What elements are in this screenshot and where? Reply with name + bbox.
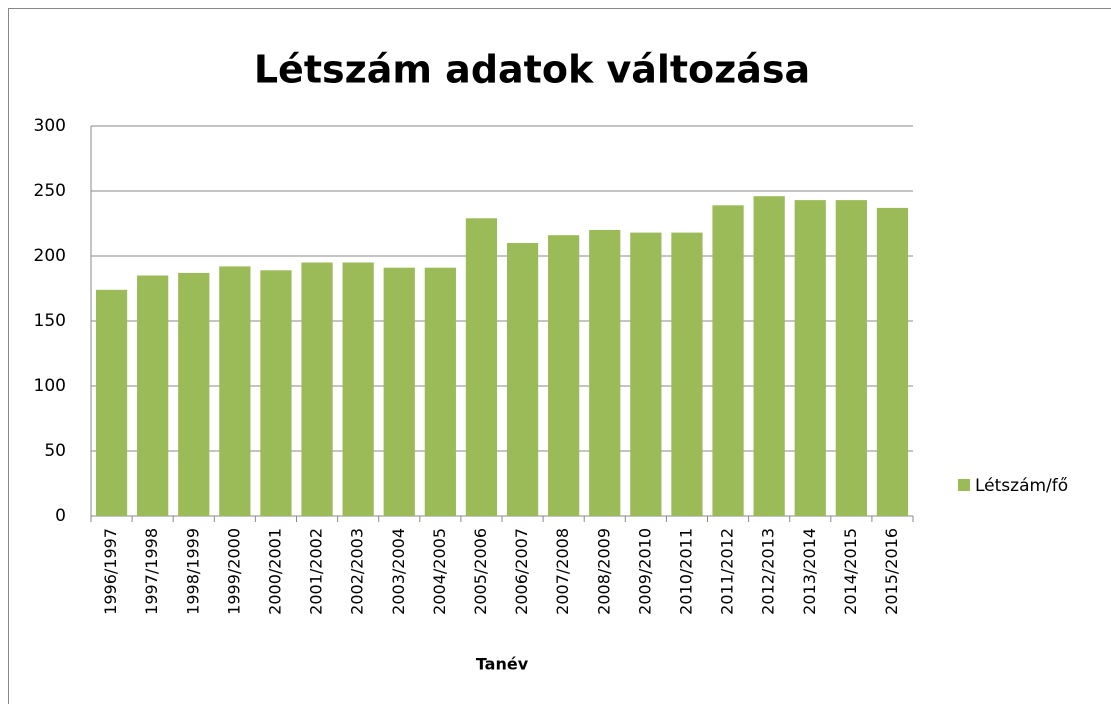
bar — [506, 243, 539, 516]
bar — [178, 272, 210, 516]
x-tick-label: 2015/2016 — [882, 528, 901, 615]
bar — [219, 266, 251, 516]
x-tick-label: 1999/2000 — [224, 528, 243, 615]
bar — [876, 207, 909, 516]
bar — [630, 232, 662, 516]
y-tick-label: 50 — [44, 441, 66, 461]
bar — [794, 200, 826, 516]
x-tick-label: 2012/2013 — [759, 528, 778, 615]
x-tick-label: 2006/2007 — [512, 528, 531, 615]
bar — [342, 262, 374, 516]
bar — [753, 196, 785, 516]
x-tick-label: 1996/1997 — [101, 528, 120, 615]
bar — [383, 267, 415, 516]
x-tick-label: 2014/2015 — [841, 528, 860, 615]
y-tick-label: 250 — [34, 181, 66, 201]
y-tick-label: 0 — [55, 506, 66, 526]
x-tick-label: 2013/2014 — [800, 528, 819, 615]
x-tick-label: 2011/2012 — [718, 528, 737, 615]
bar — [95, 289, 128, 516]
x-tick-label: 2002/2003 — [348, 528, 367, 615]
x-tick-label: 2004/2005 — [430, 528, 449, 615]
legend-swatch — [958, 479, 970, 491]
x-axis-title: Tanév — [476, 655, 529, 674]
bar — [260, 270, 292, 516]
x-tick-label: 1998/1999 — [183, 528, 202, 615]
bar — [137, 275, 169, 516]
x-tick-label: 2003/2004 — [389, 528, 408, 615]
x-tick-label: 2010/2011 — [676, 528, 695, 615]
bar — [301, 262, 333, 516]
bar — [465, 218, 498, 517]
x-tick-label: 2001/2002 — [307, 528, 326, 615]
x-tick-label: 2007/2008 — [553, 528, 572, 615]
x-tick-label: 2009/2010 — [635, 528, 654, 615]
y-tick-label: 150 — [34, 311, 66, 331]
bar — [671, 232, 703, 516]
x-tick-label: 2000/2001 — [265, 528, 284, 615]
bar — [835, 200, 867, 516]
bar — [712, 205, 744, 517]
x-tick-label: 2005/2006 — [471, 528, 490, 615]
x-tick-label: 2008/2009 — [594, 528, 613, 615]
y-tick-label: 100 — [34, 376, 66, 396]
bar — [589, 230, 621, 516]
y-tick-label: 300 — [34, 116, 66, 136]
legend-label: Létszám/fő — [975, 476, 1068, 496]
bar — [424, 267, 456, 516]
bar — [548, 235, 580, 516]
chart-title: Létszám adatok változása — [254, 48, 810, 92]
y-tick-label: 200 — [34, 246, 66, 266]
x-tick-label: 1997/1998 — [142, 528, 161, 615]
